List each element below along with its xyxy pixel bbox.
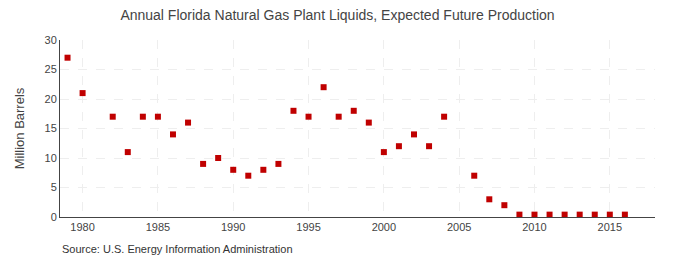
svg-text:1985: 1985: [146, 221, 170, 233]
svg-text:1995: 1995: [296, 221, 320, 233]
svg-text:2010: 2010: [522, 221, 546, 233]
svg-text:Annual Florida Natural Gas Pla: Annual Florida Natural Gas Plant Liquids…: [120, 7, 554, 23]
svg-text:20: 20: [45, 93, 57, 105]
svg-text:5: 5: [51, 181, 57, 193]
svg-text:Source: U.S. Energy Informatio: Source: U.S. Energy Information Administ…: [62, 243, 293, 255]
svg-text:30: 30: [45, 34, 57, 46]
svg-text:1990: 1990: [221, 221, 245, 233]
svg-text:15: 15: [45, 122, 57, 134]
svg-text:2000: 2000: [372, 221, 396, 233]
svg-text:25: 25: [45, 63, 57, 75]
svg-text:1980: 1980: [70, 221, 94, 233]
svg-text:0: 0: [51, 211, 57, 223]
svg-text:Million Barrels: Million Barrels: [12, 87, 27, 169]
svg-text:10: 10: [45, 152, 57, 164]
svg-text:2015: 2015: [598, 221, 622, 233]
svg-text:2005: 2005: [447, 221, 471, 233]
